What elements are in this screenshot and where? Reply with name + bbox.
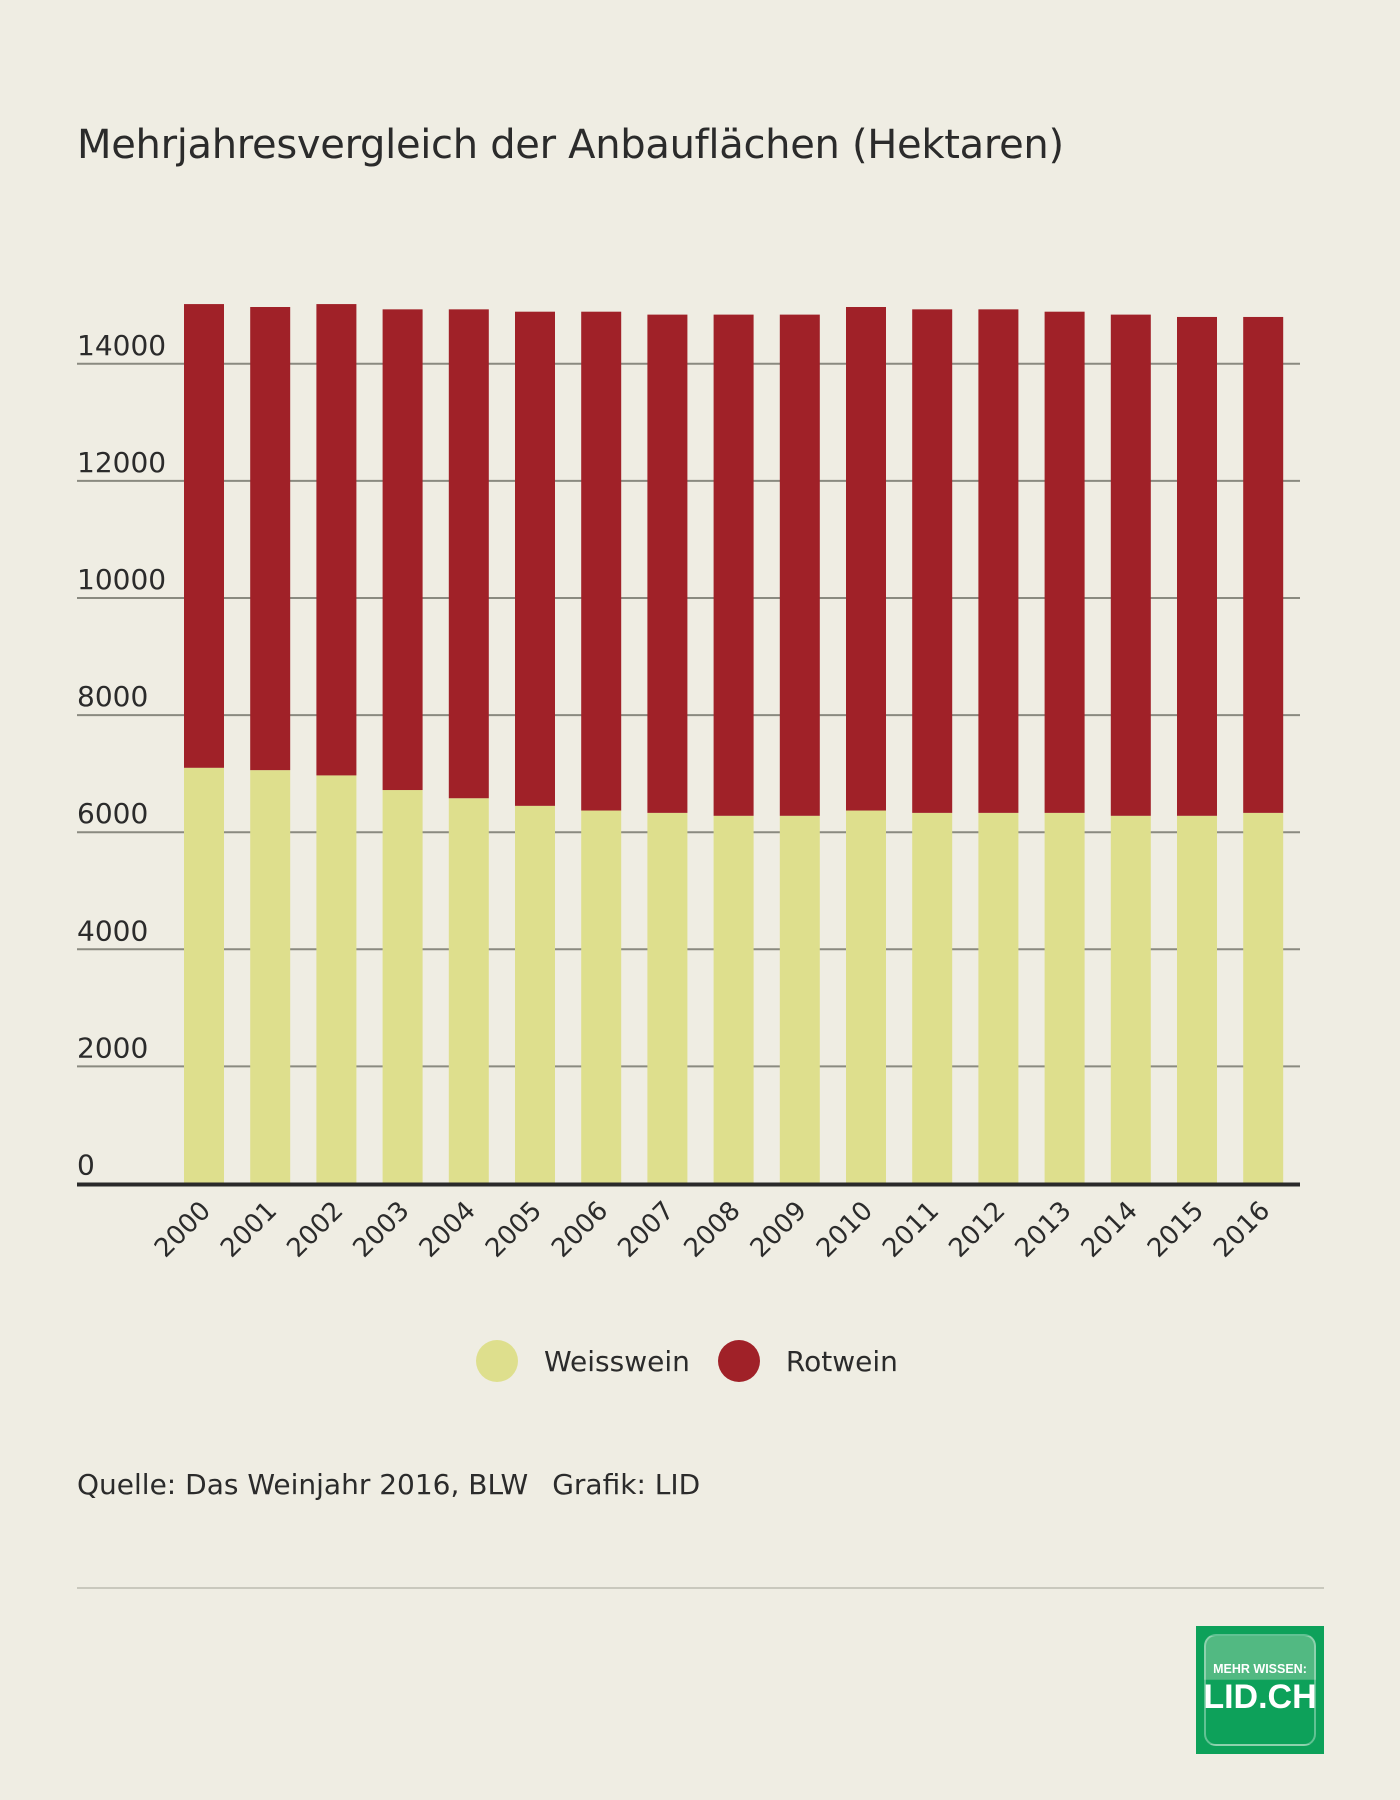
x-tick-label: 2006 xyxy=(546,1196,614,1264)
bar-rotwein-2000 xyxy=(184,304,224,768)
x-tick-label: 2013 xyxy=(1010,1196,1078,1264)
legend-swatch-rotwein xyxy=(717,1340,760,1382)
x-tick-label: 2014 xyxy=(1076,1196,1144,1264)
x-tick-label: 2002 xyxy=(281,1196,349,1264)
x-tick-label: 2003 xyxy=(348,1196,416,1264)
bar-rotwein-2002 xyxy=(316,304,357,776)
bar-rotwein-2010 xyxy=(846,307,886,811)
bar-rotwein-2013 xyxy=(1044,311,1085,813)
source-text: Quelle: Das Weinjahr 2016, BLW xyxy=(77,1468,529,1501)
bar-rotwein-2006 xyxy=(581,311,622,811)
legend-label: Rotwein xyxy=(785,1344,898,1378)
logo-badge xyxy=(1204,1634,1316,1746)
source-note: Quelle: Das Weinjahr 2016, BLW Grafik: LI… xyxy=(77,1468,700,1501)
bar-weisswein-2013 xyxy=(1044,812,1085,1184)
x-tick-label: 2001 xyxy=(215,1196,283,1264)
y-tick-label: 6000 xyxy=(77,797,148,830)
legend-item-rotwein: Rotwein xyxy=(717,1340,898,1382)
bar-rotwein-2016 xyxy=(1243,316,1284,813)
x-tick-label: 2016 xyxy=(1208,1196,1276,1264)
bar-rotwein-2003 xyxy=(382,309,423,791)
legend-label: Weisswein xyxy=(544,1344,690,1378)
legend: Weisswein Rotwein xyxy=(476,1340,926,1382)
x-tick-label: 2000 xyxy=(149,1196,217,1264)
x-tick-label: 2009 xyxy=(745,1196,813,1264)
bar-weisswein-2002 xyxy=(316,775,357,1184)
y-tick-label: 0 xyxy=(77,1149,95,1182)
lid-logo[interactable]: MEHR WISSEN: LID.CH xyxy=(1196,1626,1324,1754)
bar-rotwein-2014 xyxy=(1110,314,1151,816)
bar-weisswein-2012 xyxy=(978,812,1019,1184)
bar-weisswein-2007 xyxy=(647,812,688,1184)
bar-rotwein-2015 xyxy=(1177,316,1217,816)
bar-rotwein-2008 xyxy=(713,314,754,816)
logo-tagline: MEHR WISSEN: xyxy=(1213,1662,1307,1676)
x-tick-label: 2007 xyxy=(612,1196,680,1264)
bar-weisswein-2001 xyxy=(250,770,291,1184)
bar-rotwein-2004 xyxy=(448,309,489,799)
bar-weisswein-2005 xyxy=(515,805,555,1184)
bar-weisswein-2006 xyxy=(581,810,622,1184)
y-tick-label: 14000 xyxy=(77,329,166,362)
x-tick-label: 2010 xyxy=(811,1196,879,1264)
x-tick-label: 2015 xyxy=(1142,1196,1210,1264)
bar-weisswein-2010 xyxy=(846,810,886,1184)
y-tick-label: 4000 xyxy=(77,914,148,947)
credit-text: Grafik: LID xyxy=(552,1468,701,1501)
x-tick-label: 2011 xyxy=(877,1196,945,1264)
legend-item-weisswein: Weisswein xyxy=(476,1340,690,1382)
chart-title: Mehrjahresvergleich der Anbauflächen (He… xyxy=(77,122,1064,168)
x-tick-label: 2012 xyxy=(943,1196,1011,1264)
bar-rotwein-2005 xyxy=(515,311,555,806)
bar-weisswein-2009 xyxy=(779,815,820,1184)
bar-rotwein-2012 xyxy=(978,309,1019,813)
bar-weisswein-2015 xyxy=(1177,815,1217,1184)
bar-weisswein-2004 xyxy=(448,798,489,1184)
bar-rotwein-2001 xyxy=(250,307,291,771)
logo-wordmark: LID.CH xyxy=(1203,1678,1317,1716)
x-tick-label: 2005 xyxy=(480,1196,548,1264)
x-tick-label: 2008 xyxy=(679,1196,747,1264)
y-tick-label: 2000 xyxy=(77,1031,148,1064)
x-tick-label: 2004 xyxy=(414,1196,482,1264)
bar-weisswein-2003 xyxy=(382,790,423,1184)
bar-rotwein-2011 xyxy=(912,309,953,813)
stacked-bar-chart: 0200040006000800010000120001400020002001… xyxy=(77,304,1300,1264)
y-tick-label: 12000 xyxy=(77,446,166,479)
bar-weisswein-2014 xyxy=(1110,815,1151,1184)
bar-weisswein-2000 xyxy=(184,767,224,1184)
legend-swatch-weisswein xyxy=(476,1340,518,1382)
bar-rotwein-2009 xyxy=(779,314,820,816)
divider xyxy=(77,1587,1324,1589)
y-tick-label: 8000 xyxy=(77,680,148,713)
y-tick-label: 10000 xyxy=(77,563,166,596)
bar-rotwein-2007 xyxy=(647,314,688,813)
bar-weisswein-2008 xyxy=(713,815,754,1184)
bar-weisswein-2016 xyxy=(1243,812,1284,1184)
bar-weisswein-2011 xyxy=(912,812,953,1184)
